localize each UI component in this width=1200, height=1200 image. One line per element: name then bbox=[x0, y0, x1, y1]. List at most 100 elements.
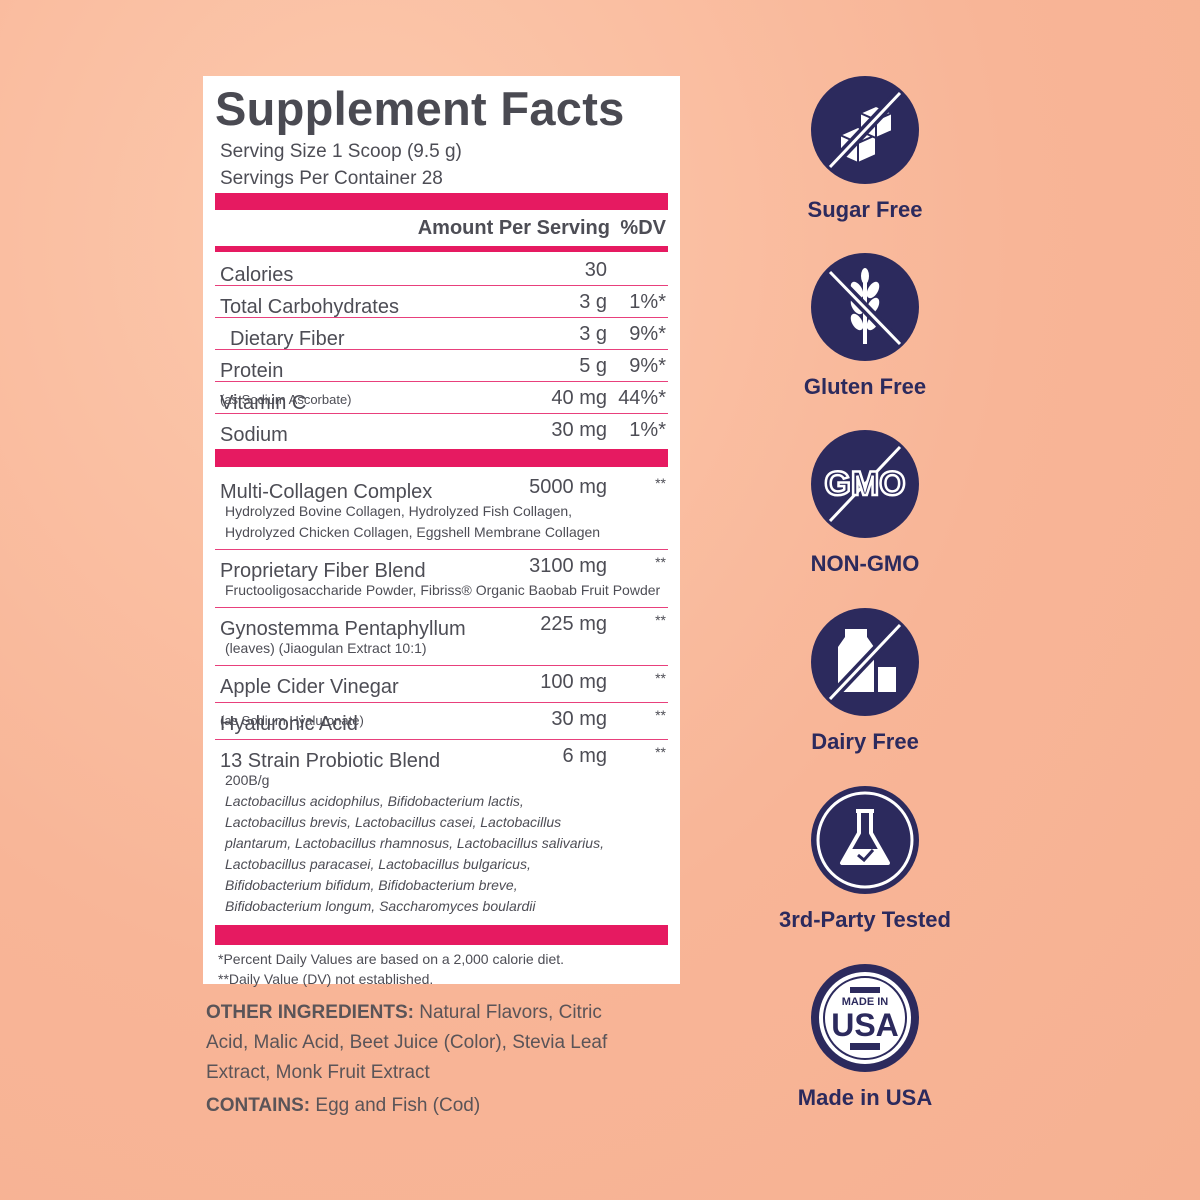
blend-list: Multi-Collagen Complex 5000 mg ** Hydrolyze… bbox=[215, 467, 668, 923]
name-text: 13 Strain Probiotic Blend bbox=[220, 750, 441, 772]
servings-per-container: Servings Per Container 28 bbox=[220, 168, 443, 189]
nutrient-row: Calories 30 bbox=[215, 254, 668, 286]
blend-amount: 5000 mg bbox=[529, 476, 607, 498]
blend-top: 13 Strain Probiotic Blend 6 mg ** bbox=[215, 740, 668, 772]
sugar-icon bbox=[811, 76, 919, 184]
nutrient-amount: 3 g bbox=[579, 323, 607, 345]
badge-label: NON-GMO bbox=[810, 551, 920, 576]
blend-note: (as Sodium Hyaluronate) bbox=[220, 713, 364, 728]
contains: CONTAINS: Egg and Fish (Cod) bbox=[206, 1095, 480, 1117]
strain-line: Lactobacillus brevis, Lactobacillus case… bbox=[225, 814, 562, 830]
name-text: Calories bbox=[220, 264, 294, 286]
strain-line: plantarum, Lactobacillus rhamnosus, Lact… bbox=[225, 835, 604, 851]
badge: Dairy Free bbox=[765, 607, 965, 755]
blend-detail: (leaves) (Jiaogulan Extract 10:1) bbox=[225, 640, 427, 656]
blend-amount: 30 mg bbox=[551, 708, 607, 730]
blend-detail: Hydrolyzed Chicken Collagen, Eggshell Me… bbox=[225, 524, 601, 540]
other-heading: OTHER INGREDIENTS: bbox=[206, 1002, 414, 1023]
nutrient-dv: 9%* bbox=[629, 355, 666, 377]
blend-row: Multi-Collagen Complex 5000 mg ** Hydrolyze… bbox=[215, 471, 668, 550]
strain-line: Lactobacillus paracasei, Lactobacillus b… bbox=[225, 856, 531, 872]
footnote: *Percent Daily Values are based on a 2,0… bbox=[218, 951, 565, 967]
panel-content: Supplement Facts Serving Size 1 Scoop (9… bbox=[215, 76, 668, 989]
blend-row: 13 Strain Probiotic Blend 6 mg ** 200B/g Lac… bbox=[215, 740, 668, 923]
nutrient-row: Vitamin C (as Sodium Ascorbate) 40 mg 44%* bbox=[215, 382, 668, 414]
usa-main: USA bbox=[831, 1007, 899, 1043]
badge: GMO NON-GMO bbox=[765, 429, 965, 577]
usa-top: MADE IN bbox=[842, 996, 889, 1008]
nutrient-amount: 5 g bbox=[579, 355, 607, 377]
gmo-icon: GMO bbox=[811, 430, 919, 538]
title: Supplement Facts bbox=[215, 82, 625, 135]
blend-top: Multi-Collagen Complex 5000 mg ** bbox=[215, 471, 668, 503]
strain-line: Bifidobacterium bifidum, Bifidobacterium… bbox=[225, 877, 518, 893]
name-text: Multi-Collagen Complex bbox=[220, 481, 433, 503]
other-ingredients: OTHER INGREDIENTS: Natural Flavors, Citr… bbox=[206, 998, 626, 1088]
blend-amount: 225 mg bbox=[540, 613, 607, 635]
blend-row: Hyaluronic Acid (as Sodium Hyaluronate) 3… bbox=[215, 703, 668, 740]
amount-header: Amount Per Serving bbox=[417, 217, 610, 239]
nutrient-dv: 44%* bbox=[618, 387, 666, 409]
nutrient-dv: 9%* bbox=[629, 323, 666, 345]
divider-bar bbox=[215, 246, 668, 252]
name-text: Total Carbohydrates bbox=[220, 296, 399, 318]
name-text: Vitamin C bbox=[220, 392, 307, 414]
blend-row: Proprietary Fiber Blend 3100 mg ** Fructool… bbox=[215, 550, 668, 608]
nutrient-amount: 30 bbox=[584, 259, 607, 281]
badge-label: 3rd-Party Tested bbox=[779, 907, 951, 932]
badge: MADE IN USA Made in USA bbox=[765, 963, 965, 1111]
badge-label: Sugar Free bbox=[807, 197, 923, 222]
strain-line: Bifidobacterium longum, Saccharomyces bo… bbox=[225, 898, 536, 914]
footnotes: *Percent Daily Values are based on a 2,0… bbox=[215, 945, 668, 989]
nutrient-row: Dietary Fiber 3 g 9%* bbox=[215, 318, 668, 350]
blend-amount: 100 mg bbox=[540, 671, 607, 693]
strain-line: Lactobacillus acidophilus, Bifidobacteri… bbox=[225, 793, 524, 809]
name-text: Proprietary Fiber Blend bbox=[220, 560, 426, 582]
lab-icon bbox=[811, 786, 919, 894]
name-text: Gynostemma Pentaphyllum bbox=[220, 618, 466, 640]
gluten-icon bbox=[811, 253, 919, 361]
other-text: Natural Flavors, Citric Acid, Malic Acid… bbox=[206, 1002, 608, 1083]
nutrient-amount: 3 g bbox=[579, 291, 607, 313]
nutrient-dv: 1%* bbox=[629, 419, 666, 441]
dairy-icon bbox=[811, 608, 919, 716]
gmo-text: GMO bbox=[824, 465, 905, 503]
contains-heading: CONTAINS: bbox=[206, 1095, 311, 1116]
nutrient-list: Calories 30 Total Carbohydrates 3 g 1%* Dieta… bbox=[215, 252, 668, 446]
dv-header: %DV bbox=[620, 217, 666, 239]
blend-row: Apple Cider Vinegar 100 mg ** bbox=[215, 666, 668, 703]
badge-label: Dairy Free bbox=[811, 729, 919, 754]
name-text: Sodium bbox=[220, 424, 288, 446]
blend-dv: ** bbox=[655, 475, 666, 491]
nutrient-row: Protein 5 g 9%* bbox=[215, 350, 668, 382]
blend-top: Proprietary Fiber Blend 3100 mg ** bbox=[215, 550, 668, 582]
blend-detail: Hydrolyzed Bovine Collagen, Hydrolyzed F… bbox=[225, 503, 573, 519]
name-text: Hyaluronic Acid bbox=[220, 713, 358, 735]
blend-detail: Fructooligosaccharide Powder, Fibriss® O… bbox=[225, 582, 661, 598]
divider-bar bbox=[215, 193, 668, 210]
serving-size: Serving Size 1 Scoop (9.5 g) bbox=[220, 141, 462, 162]
badge-label: Gluten Free bbox=[803, 374, 927, 399]
blend-dv: ** bbox=[655, 612, 666, 628]
footnote: **Daily Value (DV) not established. bbox=[218, 971, 434, 987]
blend-dv: ** bbox=[655, 554, 666, 570]
blend-top: Apple Cider Vinegar 100 mg ** bbox=[215, 666, 668, 698]
blend-top: Hyaluronic Acid (as Sodium Hyaluronate) 3… bbox=[215, 703, 668, 735]
nutrient-dv: 1%* bbox=[629, 291, 666, 313]
blend-amount: 3100 mg bbox=[529, 555, 607, 577]
blend-amount: 6 mg bbox=[562, 745, 607, 767]
nutrient-amount: 30 mg bbox=[551, 419, 607, 441]
supplement-facts-panel: Supplement Facts Serving Size 1 Scoop (9… bbox=[203, 76, 680, 987]
divider-bar bbox=[215, 449, 668, 467]
blend-dv: ** bbox=[655, 670, 666, 686]
blend-dv: ** bbox=[655, 707, 666, 723]
nutrient-row: Sodium 30 mg 1%* bbox=[215, 414, 668, 446]
blend-dv: ** bbox=[655, 744, 666, 760]
badge: Sugar Free bbox=[765, 75, 965, 223]
header-row: Amount Per Serving %DV bbox=[215, 210, 668, 246]
nutrient-row: Total Carbohydrates 3 g 1%* bbox=[215, 286, 668, 318]
blend-row: Gynostemma Pentaphyllum 225 mg ** (leaves) … bbox=[215, 608, 668, 666]
blend-detail: 200B/g bbox=[225, 772, 270, 788]
badge-label: Made in USA bbox=[797, 1085, 933, 1110]
